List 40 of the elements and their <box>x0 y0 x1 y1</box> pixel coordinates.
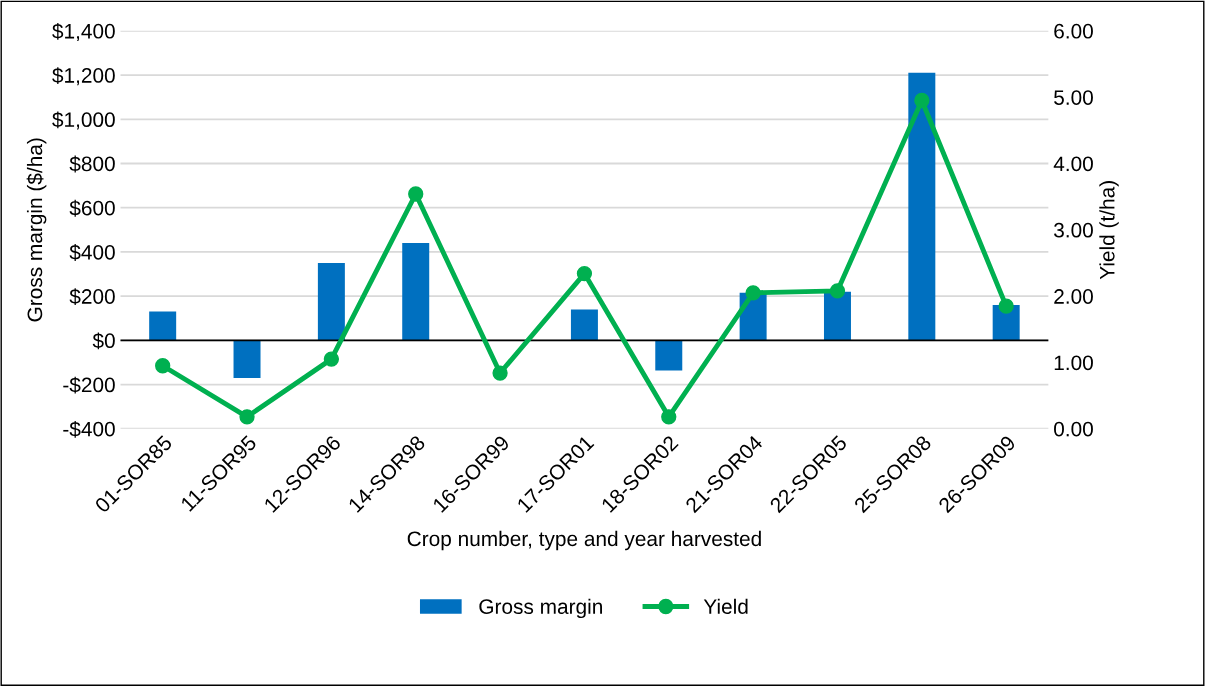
legend-label: Yield <box>703 598 748 614</box>
bar <box>402 243 430 341</box>
point <box>745 285 761 301</box>
y-tick-label: $600 <box>69 199 115 217</box>
y-tick-label: $1,000 <box>52 111 115 130</box>
point <box>239 409 255 425</box>
legend-label: Gross margin <box>479 598 602 619</box>
bar <box>655 340 683 371</box>
y2-tick-label: 2.00 <box>1054 289 1093 304</box>
point <box>323 351 340 367</box>
y2-tick-label: 3.00 <box>1054 222 1093 238</box>
point <box>492 365 508 381</box>
point <box>829 283 846 299</box>
y2-axis-title: Yield (t/ha) <box>1099 181 1119 280</box>
y-tick-label: $200 <box>69 288 115 306</box>
point <box>998 298 1014 314</box>
point <box>408 186 424 202</box>
x-axis-title: Crop number, type and year harvested <box>407 530 761 551</box>
bar <box>317 262 345 341</box>
y-tick-label: $1,400 <box>52 23 115 42</box>
bar <box>149 311 177 341</box>
y2-tick-label: 1.00 <box>1054 355 1093 371</box>
y2-tick-label: 5.00 <box>1054 90 1093 105</box>
y-tick-label: $400 <box>69 244 115 261</box>
point <box>576 265 593 282</box>
point <box>155 358 171 374</box>
bar <box>570 309 598 341</box>
y-tick-label: -$200 <box>63 376 115 394</box>
bar <box>233 340 261 378</box>
y2-tick-label: 4.00 <box>1053 156 1093 172</box>
y2-tick-label: 0.00 <box>1054 421 1093 437</box>
y-tick-label: $1,200 <box>52 67 115 86</box>
y2-tick-label: 6.00 <box>1054 23 1093 39</box>
bar <box>908 72 936 341</box>
point <box>661 409 677 425</box>
point <box>914 92 930 109</box>
y-tick-label: $0 <box>92 332 115 350</box>
y-tick-label: $800 <box>69 155 115 173</box>
y-axis-title: Gross margin ($/ha) <box>26 138 47 322</box>
bar <box>823 291 851 341</box>
